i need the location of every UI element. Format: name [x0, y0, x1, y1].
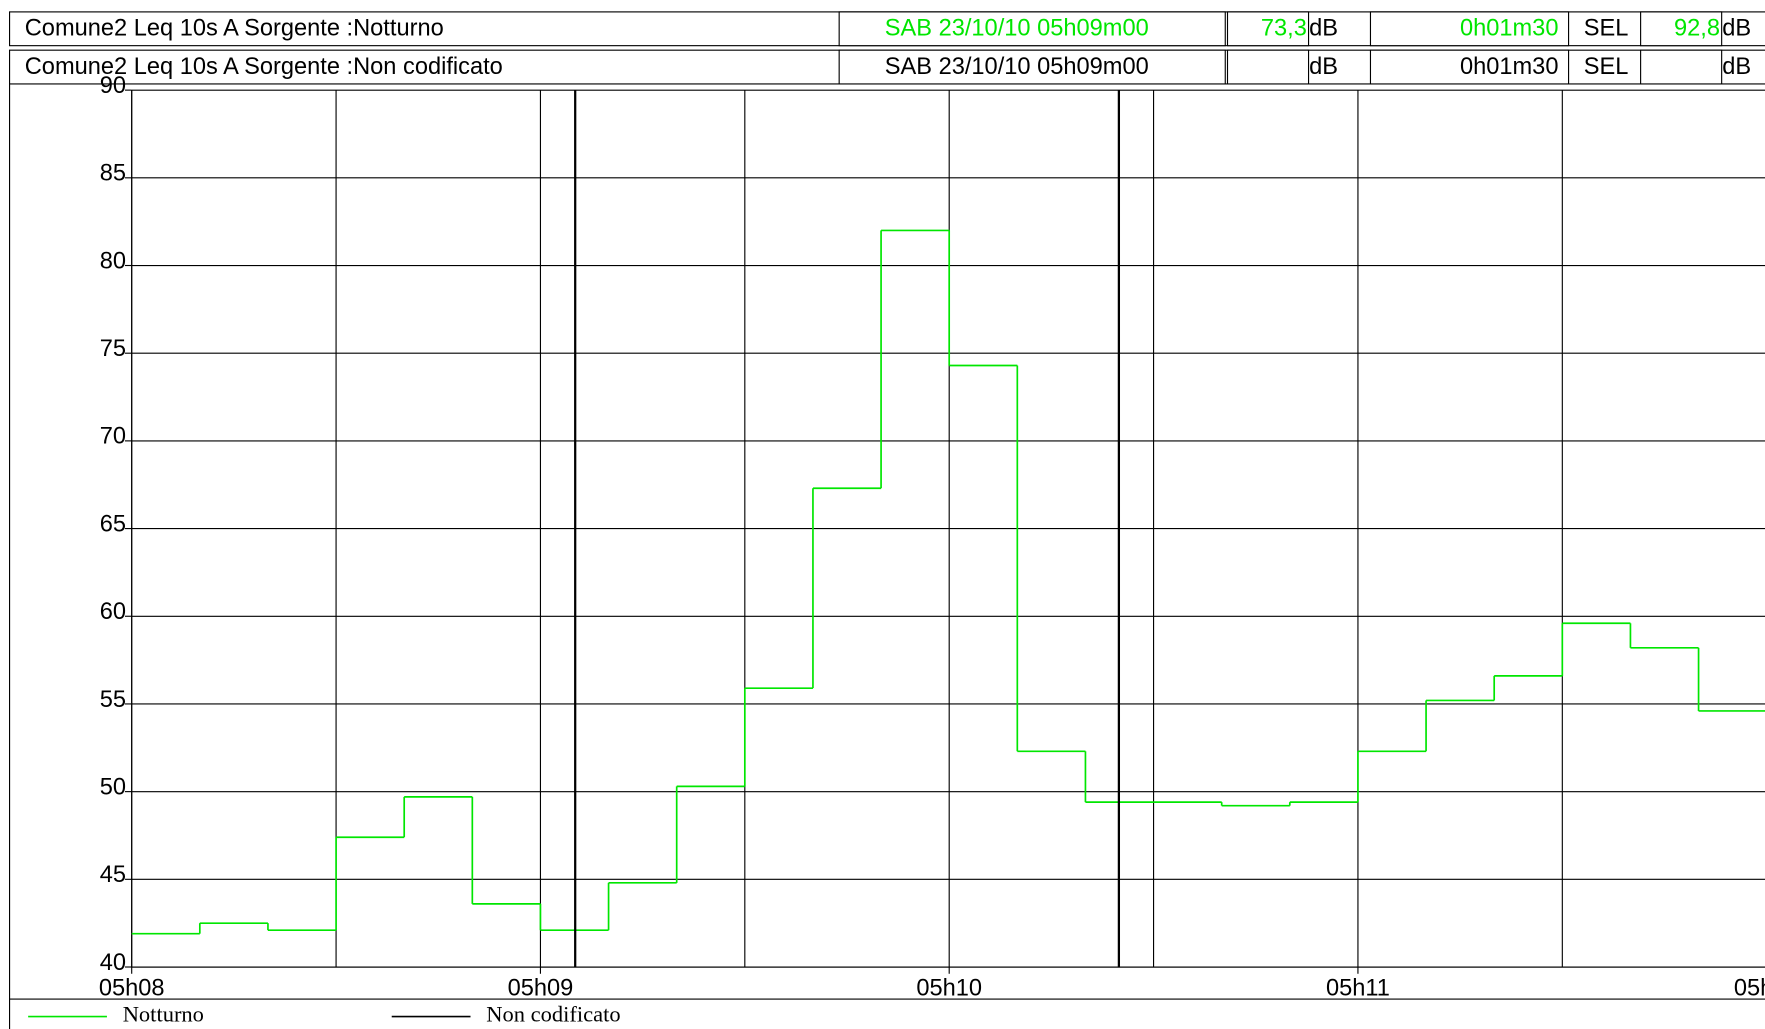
y-tick-label: 65: [100, 511, 126, 537]
duration: 0h01m30: [1460, 16, 1559, 42]
x-tick-label: 05h11: [1326, 976, 1390, 1002]
cell: [1640, 11, 1723, 47]
sel-label: SEL: [1584, 16, 1629, 42]
y-tick-label: 80: [100, 248, 126, 274]
x-tick-label: 05h09: [508, 976, 574, 1002]
y-tick-label: 40: [100, 950, 126, 976]
y-tick-label: 75: [100, 336, 126, 362]
cell: [1369, 11, 1570, 47]
header-row: Comune2 Leq 10s A Sorgente :Notturno SAB…: [9, 11, 1765, 47]
x-tick-label: 05h10: [916, 976, 982, 1002]
legend: Notturno Non codificato: [28, 1002, 621, 1027]
cell: [1369, 49, 1570, 85]
date: SAB 23/10/10 05h09m00: [885, 54, 1149, 80]
cell: [1226, 11, 1310, 47]
row-label: Comune2 Leq 10s A Sorgente :Non codifica…: [25, 54, 503, 80]
x-tick-label: 05h12: [1734, 976, 1765, 1002]
legend-frame: [9, 998, 1765, 1029]
sel-value: 92,8: [1674, 16, 1720, 42]
y-tick-label: 50: [100, 774, 126, 800]
date: SAB 23/10/10 05h09m00: [885, 16, 1149, 42]
value: 73,3: [1261, 16, 1307, 42]
sel-unit: dB: [1722, 54, 1751, 80]
plot: 40 45 50 55 60 65 70 75 80 85 90 05h08 05h09 05h10 05h…: [99, 73, 1765, 1002]
cell: [1640, 49, 1723, 85]
y-tick-label: 45: [100, 862, 126, 888]
cell: [838, 11, 1226, 47]
y-tick-label: 55: [100, 687, 126, 713]
cell: [1226, 49, 1310, 85]
unit: dB: [1309, 54, 1338, 80]
y-tick-label: 85: [100, 161, 126, 187]
cell: [838, 49, 1226, 85]
y-tick-label: 90: [100, 73, 126, 99]
y-tick-label: 70: [100, 424, 126, 450]
sel-label: SEL: [1584, 54, 1629, 80]
header-row: Comune2 Leq 10s A Sorgente :Non codifica…: [9, 49, 1765, 85]
y-tick-label: 60: [100, 599, 126, 625]
unit: dB: [1309, 16, 1338, 42]
row-label: Comune2 Leq 10s A Sorgente :Notturno: [25, 16, 444, 42]
sel-unit: dB: [1722, 16, 1751, 42]
duration: 0h01m30: [1460, 54, 1559, 80]
legend-label: Notturno: [123, 1002, 204, 1027]
x-tick-label: 05h08: [99, 976, 165, 1002]
legend-label: Non codificato: [486, 1002, 620, 1027]
